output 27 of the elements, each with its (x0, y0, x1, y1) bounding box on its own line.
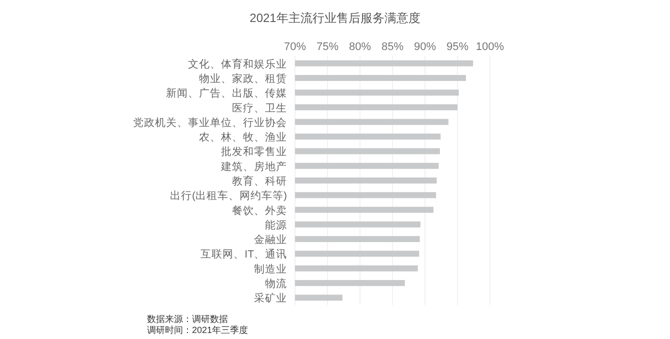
y-tick-label: 物流 (265, 277, 287, 290)
y-tick-label: 餐饮、外卖 (232, 204, 287, 217)
x-tick-label: 70% (284, 41, 306, 53)
y-tick-label: 农、林、牧、渔业 (199, 130, 287, 144)
y-tick-label: 制造业 (254, 262, 287, 276)
x-tick-label: 95% (446, 41, 469, 53)
y-tick-label: 新闻、广告、出版、传媒 (166, 86, 287, 100)
y-tick-label: 物业、家政、租赁 (199, 72, 287, 85)
y-tick-label: 文化、体育和娱乐业 (188, 57, 287, 70)
text: 调研时间：2021年三季度 (147, 325, 248, 335)
y-tick-label: 金融业 (254, 233, 287, 246)
y-tick-label: 能源 (265, 218, 287, 232)
y-tick-label: 医疗、卫生 (232, 101, 287, 114)
source-note: 数据来源：调研数据 (147, 314, 228, 324)
chart-title: 2021年主流行业售后服务满意度 (250, 11, 420, 25)
y-tick-label: 采矿业 (254, 292, 287, 305)
x-tick-label: 80% (348, 41, 372, 53)
x-tick-label: 100% (476, 41, 504, 53)
x-tick-label: 85% (381, 41, 404, 53)
y-tick-label: 批发和零售业 (221, 145, 287, 158)
y-tick-label: 建筑、房地产 (220, 160, 287, 173)
x-tick-label: 90% (414, 41, 436, 53)
y-tick-label: 教育、科研 (232, 174, 287, 188)
y-tick-label: 互联网、IT、通讯 (200, 248, 287, 261)
x-tick-label: 75% (316, 41, 339, 53)
y-tick-label: 出行(出租车、网约车等) (170, 189, 287, 202)
y-tick-label: 党政机关、事业单位、行业协会 (133, 116, 287, 129)
